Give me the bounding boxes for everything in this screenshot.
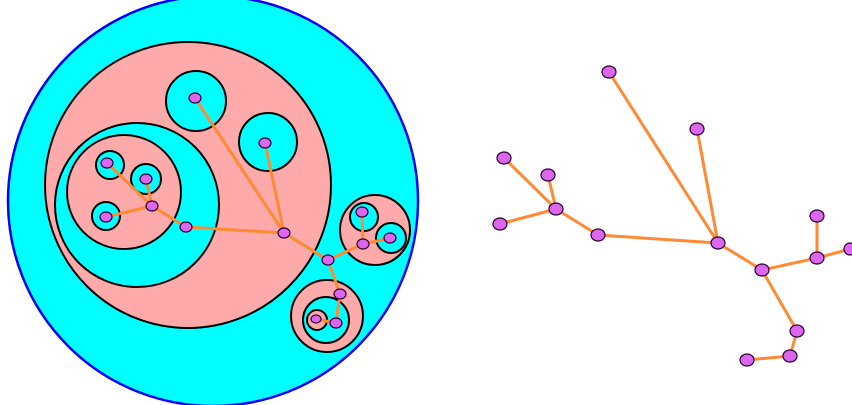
right-edge xyxy=(716,241,764,272)
right-node xyxy=(739,353,755,367)
left-node xyxy=(145,200,159,212)
left-edge xyxy=(263,141,286,235)
left-edge xyxy=(326,258,342,296)
left-edge xyxy=(150,204,188,229)
right-edge xyxy=(554,207,600,237)
left-edge xyxy=(282,231,330,262)
right-edge xyxy=(596,233,720,245)
left-node xyxy=(188,92,202,104)
left-node xyxy=(355,206,369,218)
left-edge xyxy=(105,161,154,208)
left-node xyxy=(99,211,113,223)
right-edge xyxy=(498,207,558,226)
left-node xyxy=(329,317,343,329)
right-node xyxy=(809,209,825,223)
right-node xyxy=(809,251,825,265)
right-edge xyxy=(695,127,720,245)
left-node xyxy=(356,238,370,250)
left-node xyxy=(139,173,153,185)
left-node xyxy=(179,221,193,233)
left-circle-packing xyxy=(6,0,420,405)
left-node xyxy=(100,157,114,169)
right-node xyxy=(496,151,512,165)
left-node xyxy=(310,314,322,324)
right-node xyxy=(754,263,770,277)
right-edge xyxy=(760,256,819,272)
right-tree-nodes xyxy=(492,65,852,367)
right-node xyxy=(689,122,705,136)
right-node xyxy=(789,324,805,338)
right-node xyxy=(590,228,606,242)
right-node xyxy=(782,349,798,363)
left-node xyxy=(383,232,397,244)
left-node xyxy=(333,288,347,300)
left-edge xyxy=(193,96,286,235)
left-edge xyxy=(326,242,365,262)
right-node xyxy=(540,168,556,182)
right-tree-edges xyxy=(498,70,852,362)
right-edge xyxy=(760,268,799,333)
right-edge xyxy=(502,156,558,211)
left-node xyxy=(321,254,335,266)
right-node xyxy=(843,242,852,256)
right-node xyxy=(710,236,726,250)
right-edge xyxy=(607,70,720,245)
pink-circle-left-cluster xyxy=(66,134,182,250)
right-node xyxy=(548,202,564,216)
left-node xyxy=(258,137,272,149)
left-edge xyxy=(104,204,154,219)
right-node-link-tree xyxy=(492,65,852,367)
left-edge xyxy=(184,225,286,235)
left-tree-nodes xyxy=(99,92,397,329)
right-node xyxy=(601,65,617,79)
left-node xyxy=(277,227,291,239)
right-node xyxy=(492,217,508,231)
